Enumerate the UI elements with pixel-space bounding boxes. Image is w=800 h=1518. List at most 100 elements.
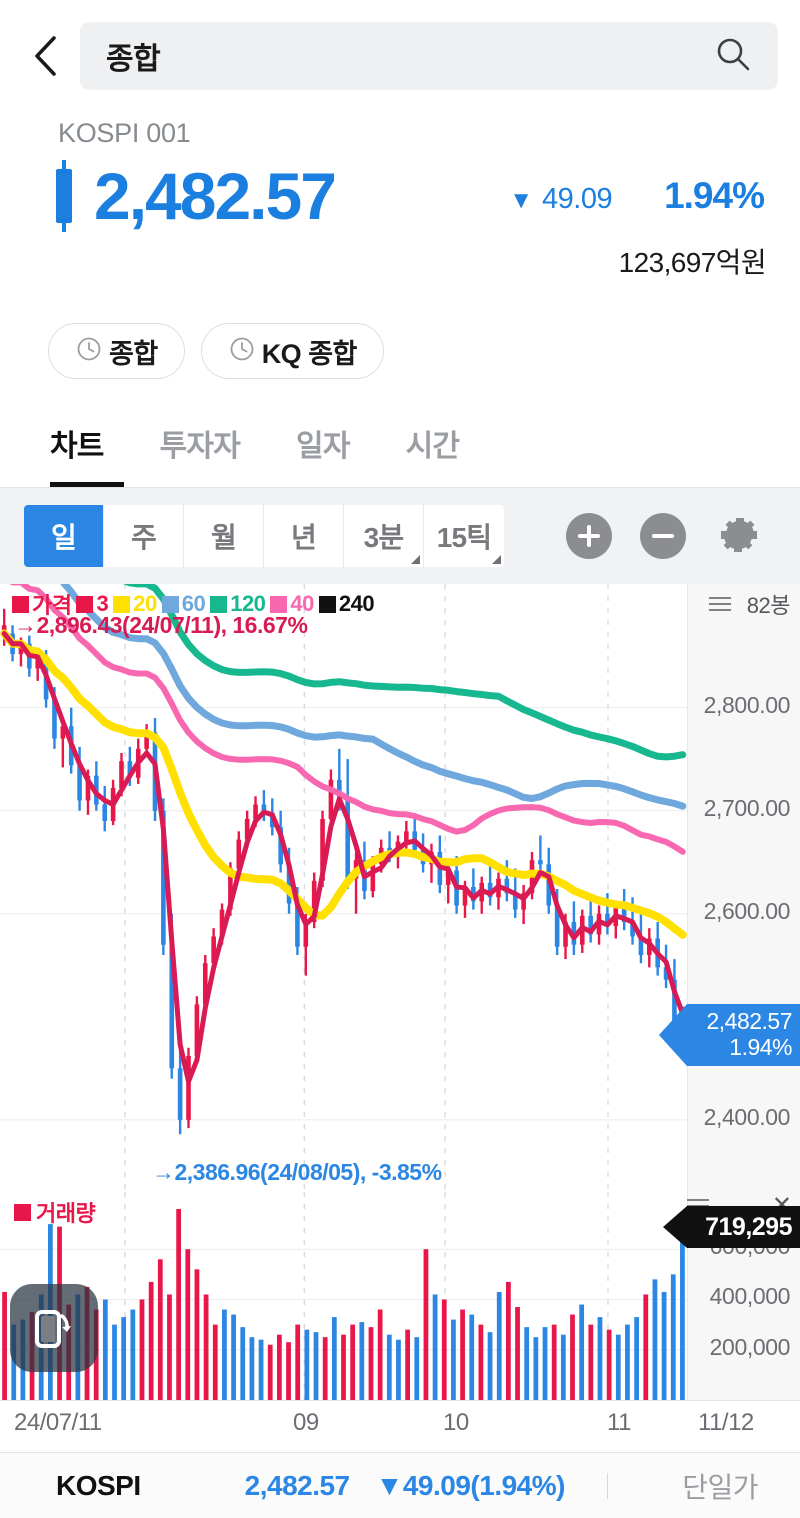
legend-swatch	[12, 595, 29, 613]
clock-icon	[228, 335, 256, 368]
chart-toolbar: 일 주 월 년 3분 15틱	[0, 488, 800, 584]
price-tick-2600: 2,600.00	[703, 897, 791, 924]
chip-label: KQ 종합	[261, 338, 358, 369]
x-tick-0: 24/07/11	[14, 1409, 102, 1436]
price-axis: 82봉 2,800.00 2,700.00 2,600.00 2,400.00 …	[659, 584, 800, 1192]
search-icon[interactable]	[714, 35, 752, 78]
rotate-screen-icon	[35, 1310, 71, 1348]
tab-time[interactable]: 시간	[405, 430, 460, 463]
chip-label: 종합	[109, 338, 158, 369]
price-change-group: ▼ 49.09 1.94%	[509, 175, 765, 217]
bars-count-label: 82봉	[746, 593, 791, 618]
period-month[interactable]: 월	[184, 505, 264, 567]
legend-label: 20	[133, 591, 157, 616]
current-price-badge: 2,482.57 1.94%	[659, 1003, 800, 1066]
period-segmented-control: 일 주 월 년 3분 15틱	[24, 505, 504, 567]
trade-amount-row: 123,697억원	[0, 229, 800, 281]
settings-button[interactable]	[714, 509, 764, 564]
zoom-out-button[interactable]	[640, 513, 686, 559]
chart-legend: 가격 3 20 60 120 40 240	[12, 588, 375, 620]
legend-label: 40	[290, 591, 314, 616]
period-tick[interactable]: 15틱	[424, 505, 504, 567]
chevron-left-icon	[35, 36, 56, 76]
bottom-summary-bar: KOSPI 2,482.57 ▼49.09(1.94%) 단일가	[0, 1452, 800, 1518]
chart-x-axis: 24/07/11 09 10 11 11/12	[0, 1400, 800, 1452]
price-tick-2700: 2,700.00	[703, 794, 791, 821]
footer-index-name: KOSPI	[56, 1469, 141, 1501]
legend-item-ma60: 60	[161, 591, 206, 617]
back-button[interactable]	[22, 30, 68, 82]
legend-label: 240	[338, 591, 375, 616]
trade-amount: 123,697억원	[618, 247, 767, 278]
price-chart-panel[interactable]: 가격 3 20 60 120 40 240 →2,896.43(24/07/11…	[0, 584, 800, 1192]
legend-item-price: 가격	[12, 588, 72, 620]
badge-price: 2,482.57	[706, 1008, 792, 1035]
volume-tick-400k: 400,000	[709, 1283, 791, 1310]
price-tick-2800: 2,800.00	[703, 691, 791, 718]
legend-swatch	[318, 595, 336, 613]
volume-axis: ✕ 719,295 600,000 400,000 200,000	[663, 1192, 800, 1400]
price-tick-2400: 2,400.00	[703, 1103, 791, 1130]
x-tick-3: 11	[607, 1409, 631, 1436]
volume-legend: 거래량	[14, 1196, 96, 1228]
bars-count-group: 82봉	[708, 588, 791, 620]
footer-divider	[606, 1472, 608, 1499]
plus-circle-icon-v	[587, 525, 591, 547]
volume-current-value: 719,295	[705, 1212, 792, 1241]
index-chip-list: 종합 KQ 종합	[0, 281, 800, 379]
low-annotation: →2,386.96(24/08/05), -3.85%	[152, 1159, 442, 1185]
candle-indicator-icon	[56, 169, 72, 223]
legend-label: 120	[230, 591, 266, 616]
legend-item-ma240: 240	[318, 591, 375, 617]
x-tick-2: 10	[443, 1409, 469, 1436]
period-minute[interactable]: 3분	[344, 505, 424, 567]
down-arrow-icon: ▼	[509, 187, 533, 214]
quote-row: 2,482.57 ▼ 49.09 1.94%	[0, 149, 800, 229]
period-year[interactable]: 년	[264, 505, 344, 567]
zoom-in-button[interactable]	[566, 513, 612, 559]
price-change-value: 49.09	[542, 183, 613, 215]
tab-divider	[0, 487, 800, 488]
legend-swatch	[14, 1203, 31, 1221]
footer-index-change: ▼49.09(1.94%)	[375, 1469, 566, 1501]
x-tick-1: 09	[293, 1409, 319, 1436]
price-change-percent: 1.94%	[664, 175, 765, 216]
legend-item-ma40: 40	[270, 591, 314, 617]
period-week[interactable]: 주	[104, 505, 184, 567]
legend-item-ma20: 20	[113, 591, 157, 617]
x-tick-4: 11/12	[698, 1409, 754, 1436]
high-annotation: →2,896.43(24/07/11), 16.67%	[14, 612, 308, 638]
chart-tool-icons	[566, 509, 776, 564]
volume-tick-200k: 200,000	[709, 1333, 791, 1360]
legend-item-ma120: 120	[210, 591, 266, 617]
volume-legend-label: 거래량	[36, 1201, 96, 1226]
search-value: 종합	[106, 43, 161, 76]
legend-label: 3	[96, 591, 109, 616]
period-day[interactable]: 일	[24, 505, 104, 567]
gear-icon	[721, 517, 757, 552]
current-price: 2,482.57	[94, 159, 337, 233]
legend-swatch	[161, 595, 179, 613]
volume-plot	[0, 1192, 687, 1400]
legend-swatch	[270, 595, 288, 613]
volume-chart-panel[interactable]: 거래량 ✕ 719,295 600,000 400,000 200,000	[0, 1192, 800, 1400]
footer-index-price: 2,482.57	[244, 1469, 351, 1501]
chip-kosdaq-composite[interactable]: KQ 종합	[200, 323, 384, 379]
legend-label: 가격	[32, 593, 72, 618]
chip-kospi-composite[interactable]: 종합	[48, 323, 185, 379]
ticker-name: KOSPI 001	[58, 118, 191, 148]
tab-date[interactable]: 일자	[296, 430, 350, 463]
legend-swatch	[210, 595, 228, 613]
rotate-screen-button[interactable]	[10, 1284, 98, 1372]
tab-chart[interactable]: 차트	[50, 421, 104, 487]
tab-investor[interactable]: 투자자	[159, 430, 241, 463]
search-input[interactable]: 종합	[80, 22, 778, 90]
app-header: 종합	[0, 0, 800, 112]
legend-swatch	[76, 595, 94, 613]
single-price-button[interactable]: 단일가	[682, 1471, 758, 1503]
volume-current-badge: 719,295	[663, 1206, 800, 1248]
hamburger-icon[interactable]	[708, 597, 731, 611]
legend-item-ma3: 3	[76, 591, 109, 617]
legend-swatch	[113, 595, 131, 613]
minus-circle-icon	[652, 534, 674, 538]
